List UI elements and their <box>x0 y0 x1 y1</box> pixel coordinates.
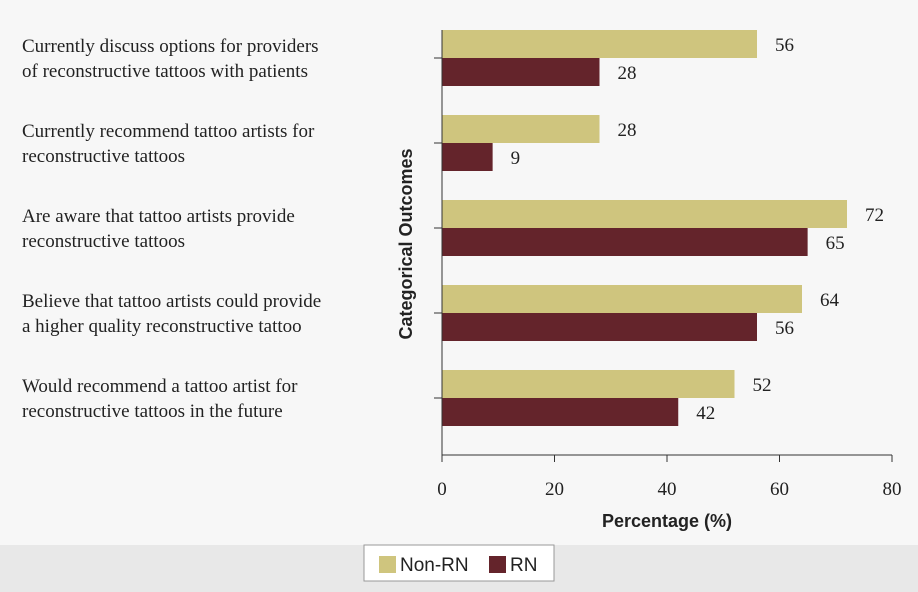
bar-rn-3 <box>442 228 808 256</box>
category-label-1-line-1: Currently discuss options for providers <box>22 36 319 57</box>
category-label-2-line-2: reconstructive tattoos <box>22 146 185 167</box>
data-label-non-rn-4: 64 <box>820 290 840 311</box>
category-label-5-line-2: reconstructive tattoos in the future <box>22 401 283 422</box>
x-tick-label-80: 80 <box>883 479 902 500</box>
legend-label-non-rn: Non-RN <box>400 555 469 576</box>
data-label-non-rn-3: 72 <box>865 205 884 226</box>
bar-rn-4 <box>442 313 757 341</box>
category-label-5-line-1: Would recommend a tattoo artist for <box>22 376 298 397</box>
data-label-rn-1: 28 <box>618 63 637 84</box>
bar-non-rn-1 <box>442 30 757 58</box>
plot-background <box>0 0 918 545</box>
category-label-4-line-1: Believe that tattoo artists could provid… <box>22 291 321 312</box>
x-axis-title: Percentage (%) <box>602 511 732 531</box>
data-label-rn-4: 56 <box>775 318 794 339</box>
x-tick-label-40: 40 <box>658 479 677 500</box>
category-label-4-line-2: a higher quality reconstructive tattoo <box>22 316 302 337</box>
bar-non-rn-3 <box>442 200 847 228</box>
category-label-1-line-2: of reconstructive tattoos with patients <box>22 61 308 82</box>
legend-swatch-rn <box>489 556 506 573</box>
data-label-non-rn-5: 52 <box>753 375 772 396</box>
legend-label-rn: RN <box>510 555 537 576</box>
category-label-2-line-1: Currently recommend tattoo artists for <box>22 121 315 142</box>
bar-rn-2 <box>442 143 493 171</box>
y-axis-title: Categorical Outcomes <box>396 148 416 339</box>
data-label-non-rn-2: 28 <box>618 120 637 141</box>
bar-non-rn-5 <box>442 370 735 398</box>
category-label-3-line-1: Are aware that tattoo artists provide <box>22 206 295 227</box>
data-label-rn-2: 9 <box>511 148 521 169</box>
bar-rn-5 <box>442 398 679 426</box>
x-tick-label-0: 0 <box>437 479 447 500</box>
data-label-rn-3: 65 <box>826 233 845 254</box>
x-tick-label-60: 60 <box>770 479 789 500</box>
bar-non-rn-4 <box>442 285 802 313</box>
bar-non-rn-2 <box>442 115 600 143</box>
category-label-3-line-2: reconstructive tattoos <box>22 231 185 252</box>
bar-rn-1 <box>442 58 600 86</box>
data-label-rn-5: 42 <box>696 403 715 424</box>
legend-swatch-non-rn <box>379 556 396 573</box>
x-tick-label-20: 20 <box>545 479 564 500</box>
data-label-non-rn-1: 56 <box>775 35 794 56</box>
